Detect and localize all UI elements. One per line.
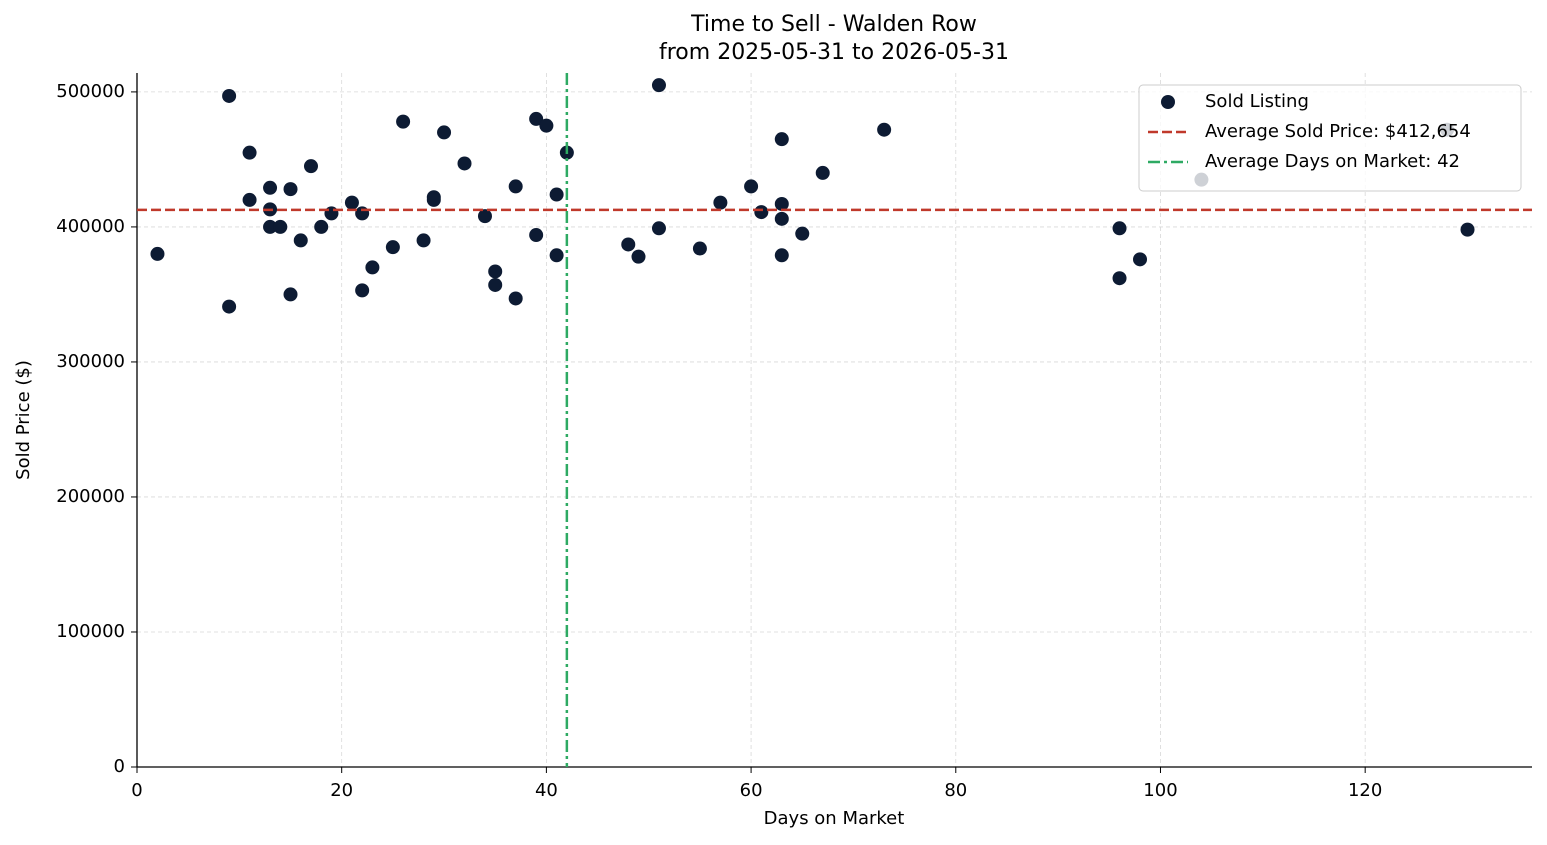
x-tick-label: 20 [330, 780, 353, 801]
y-axis-label: Sold Price ($) [13, 360, 34, 480]
point [631, 249, 646, 264]
point [877, 122, 892, 137]
point [150, 246, 165, 261]
point [222, 299, 237, 314]
point [651, 78, 666, 93]
point [795, 226, 810, 241]
point [774, 196, 789, 211]
point [222, 88, 237, 103]
point [754, 205, 769, 220]
point [1112, 271, 1127, 286]
point [273, 219, 288, 234]
legend-box [1138, 84, 1522, 192]
y-tick-label: 100000 [56, 621, 125, 642]
x-tick-label: 0 [131, 780, 142, 801]
y-tick-label: 200000 [56, 486, 125, 507]
point [774, 211, 789, 226]
legend-label: Average Sold Price: $412,654 [1205, 121, 1471, 142]
point [416, 233, 431, 248]
point [1460, 222, 1475, 237]
y-tick-label: 500000 [56, 81, 125, 102]
y-tick-label: 300000 [56, 351, 125, 372]
point [539, 118, 554, 133]
point [365, 260, 380, 275]
point [324, 206, 339, 221]
point [355, 206, 370, 221]
point [355, 283, 370, 298]
x-axis-label: Days on Market [764, 808, 905, 829]
point [549, 187, 564, 202]
point [713, 195, 728, 210]
x-tick-label: 40 [535, 780, 558, 801]
point [477, 209, 492, 224]
point [1133, 252, 1148, 267]
point [426, 192, 441, 207]
chart-subtitle: from 2025-05-31 to 2026-05-31 [659, 40, 1009, 65]
point [437, 125, 452, 140]
point [457, 156, 472, 171]
point [303, 159, 318, 174]
point [242, 192, 257, 207]
point [692, 241, 707, 256]
point [651, 221, 666, 236]
point [242, 145, 257, 160]
legend-label: Average Days on Market: 42 [1205, 151, 1460, 172]
point [508, 179, 523, 194]
legend-marker [1161, 95, 1175, 109]
point [396, 114, 411, 129]
x-tick-label: 120 [1348, 780, 1382, 801]
point [815, 165, 830, 180]
point [549, 248, 564, 263]
point [621, 237, 636, 252]
x-tick-label: 60 [740, 780, 763, 801]
legend-label: Sold Listing [1205, 91, 1309, 112]
point [774, 132, 789, 147]
point [283, 287, 298, 302]
point [385, 240, 400, 255]
point [293, 233, 308, 248]
x-tick-label: 100 [1143, 780, 1177, 801]
point [283, 182, 298, 197]
point [1112, 221, 1127, 236]
point [344, 195, 359, 210]
point [774, 248, 789, 263]
point [488, 264, 503, 279]
point [744, 179, 759, 194]
point [488, 277, 503, 292]
x-tick-label: 80 [944, 780, 967, 801]
point [314, 219, 329, 234]
point [529, 111, 544, 126]
point [263, 219, 278, 234]
point [508, 291, 523, 306]
y-tick-label: 400000 [56, 216, 125, 237]
y-tick-label: 0 [114, 756, 125, 777]
chart-title: Time to Sell - Walden Row [690, 12, 977, 37]
point [263, 180, 278, 195]
point [529, 228, 544, 243]
